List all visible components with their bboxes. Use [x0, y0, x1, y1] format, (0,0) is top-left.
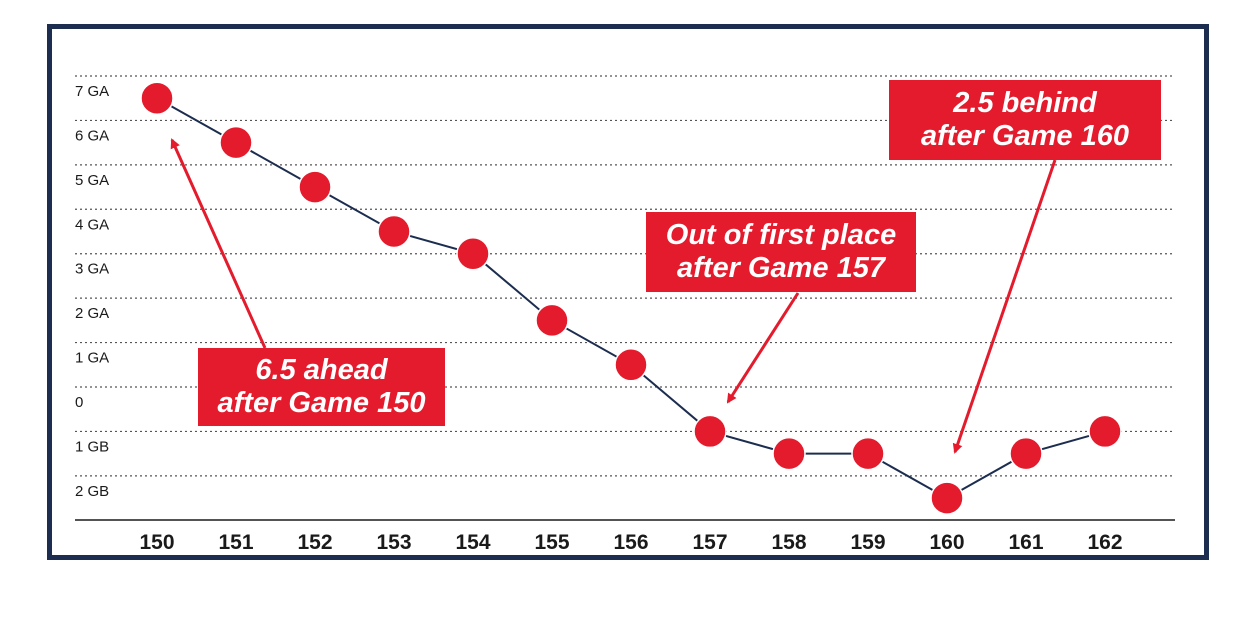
data-point-game-161	[1009, 436, 1043, 471]
x-tick-label: 153	[376, 531, 411, 554]
x-tick-label: 152	[297, 531, 332, 554]
x-tick-label: 150	[139, 531, 174, 554]
x-tick-label: 154	[455, 531, 490, 554]
callout-game-160-line1: 2.5 behind	[953, 87, 1097, 119]
callout-game-150-line1: 6.5 ahead	[255, 354, 388, 386]
callout-game-157-line1: Out of first place	[665, 219, 897, 251]
y-tick-label: 2 GA	[75, 305, 109, 322]
data-point-game-157	[693, 414, 727, 449]
annotation-arrows	[170, 138, 1057, 454]
callout-game-157: Out of first place after Game 157	[646, 212, 916, 292]
data-points	[140, 81, 1122, 515]
data-point-game-158	[772, 436, 806, 471]
y-axis-labels: 7 GA 6 GA 5 GA 4 GA 3 GA 2 GA 1 GA 0 1 GB 2 GB	[75, 83, 109, 500]
data-point-game-155	[535, 303, 569, 338]
callout-game-150: 6.5 ahead after Game 150	[198, 348, 445, 426]
y-tick-label: 4 GA	[75, 216, 109, 233]
y-tick-label: 7 GA	[75, 83, 109, 100]
arrow-game-160	[952, 159, 1057, 454]
x-tick-label: 151	[218, 531, 253, 554]
data-point-game-154	[456, 236, 490, 271]
y-tick-label: 5 GA	[75, 172, 109, 189]
x-tick-label: 155	[534, 531, 569, 554]
x-tick-label: 160	[929, 531, 964, 554]
x-tick-label: 157	[692, 531, 727, 554]
data-point-game-150	[140, 81, 174, 115]
callout-game-160-line2: after Game 160	[921, 120, 1129, 152]
x-tick-label: 161	[1008, 531, 1043, 554]
x-axis-labels: 150 151 152 153 154 155 156 157 158 159 160 161 162	[139, 531, 1122, 554]
data-point-game-151	[219, 125, 253, 160]
data-point-game-159	[851, 436, 885, 471]
y-tick-label: 0	[75, 394, 83, 411]
x-tick-label: 156	[613, 531, 648, 554]
x-tick-label: 158	[771, 531, 806, 554]
data-point-game-162	[1088, 414, 1122, 449]
data-point-game-152	[298, 170, 332, 204]
arrow-game-157	[726, 292, 800, 404]
x-tick-label: 162	[1087, 531, 1122, 554]
y-tick-label: 3 GA	[75, 261, 109, 278]
y-tick-label: 1 GB	[75, 438, 109, 455]
data-point-game-153	[377, 214, 411, 249]
y-tick-label: 2 GB	[75, 483, 109, 500]
y-tick-label: 1 GA	[75, 350, 109, 367]
y-tick-label: 6 GA	[75, 127, 109, 144]
x-tick-label: 159	[850, 531, 885, 554]
callout-game-160: 2.5 behind after Game 160	[889, 80, 1161, 160]
callout-game-150-line2: after Game 150	[217, 387, 426, 419]
data-point-game-156	[614, 348, 648, 382]
arrow-game-150	[170, 138, 267, 349]
data-point-game-160	[930, 481, 964, 515]
callout-game-157-line2: after Game 157	[677, 252, 885, 284]
